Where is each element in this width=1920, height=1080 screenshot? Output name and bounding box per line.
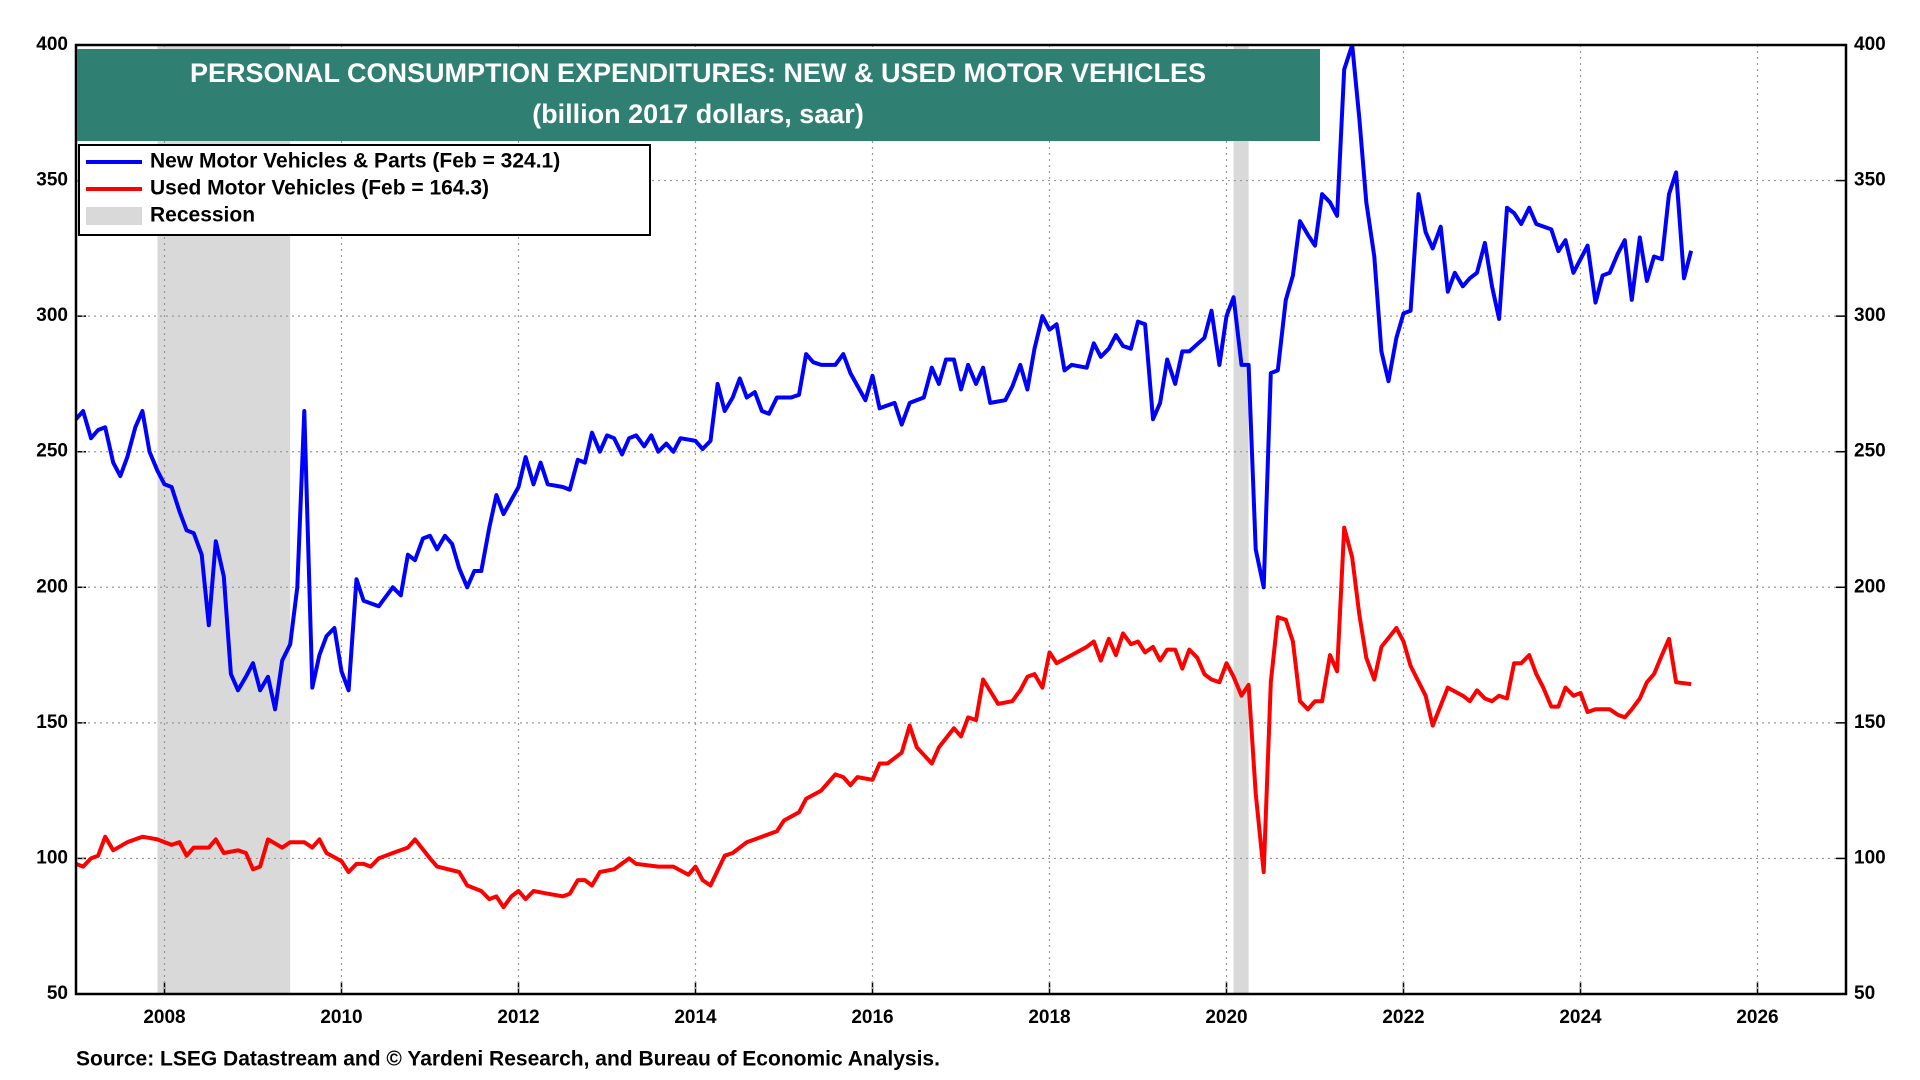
x-tick-label: 2022: [1382, 1007, 1424, 1028]
legend-label: Recession: [150, 204, 255, 227]
y-tick-label: 400: [36, 34, 68, 55]
series-line: [76, 525, 1692, 910]
legend-box: [78, 144, 651, 236]
x-tick-label: 2016: [851, 1007, 893, 1028]
legend-swatch: [86, 207, 142, 225]
title-box: [77, 49, 1320, 141]
line-layer: [76, 45, 1694, 910]
legend: New Motor Vehicles & Parts (Feb = 324.1)…: [86, 150, 560, 227]
legend-label: New Motor Vehicles & Parts (Feb = 324.1): [150, 150, 560, 173]
y-tick-label: 250: [36, 441, 68, 462]
x-tick-label: 2010: [320, 1007, 362, 1028]
source-note: Source: LSEG Datastream and © Yardeni Re…: [76, 1048, 940, 1071]
y2-tick-label: 100: [1854, 847, 1886, 868]
y2-tick-label: 350: [1854, 170, 1886, 191]
y2-tick-label: 250: [1854, 441, 1886, 462]
y2-tick-label: 150: [1854, 712, 1886, 733]
y-tick-label: 150: [36, 712, 68, 733]
x-tick-label: 2026: [1736, 1007, 1778, 1028]
legend-label: Used Motor Vehicles (Feb = 164.3): [150, 177, 489, 200]
y2-tick-label: 200: [1854, 576, 1886, 597]
y2-tick-label: 400: [1854, 34, 1886, 55]
recession-band: [1233, 45, 1249, 994]
y2-tick-label: 50: [1854, 983, 1875, 1004]
x-tick-label: 2012: [497, 1007, 539, 1028]
x-tick-label: 2014: [674, 1007, 717, 1028]
y-tick-label: 100: [36, 847, 68, 868]
y-tick-label: 200: [36, 576, 68, 597]
x-tick-label: 2020: [1205, 1007, 1247, 1028]
x-tick-label: 2024: [1559, 1007, 1602, 1028]
x-tick-label: 2008: [143, 1007, 185, 1028]
x-tick-label: 2018: [1028, 1007, 1070, 1028]
series-line: [76, 45, 1694, 712]
plot-frame: [74, 43, 1848, 996]
chart-subtitle: (billion 2017 dollars, saar): [532, 99, 864, 129]
y-tick-label: 300: [36, 305, 68, 326]
y2-tick-label: 300: [1854, 305, 1886, 326]
chart-title: PERSONAL CONSUMPTION EXPENDITURES: NEW &…: [190, 58, 1206, 88]
y-tick-label: 350: [36, 170, 68, 191]
y-tick-label: 50: [47, 983, 68, 1004]
